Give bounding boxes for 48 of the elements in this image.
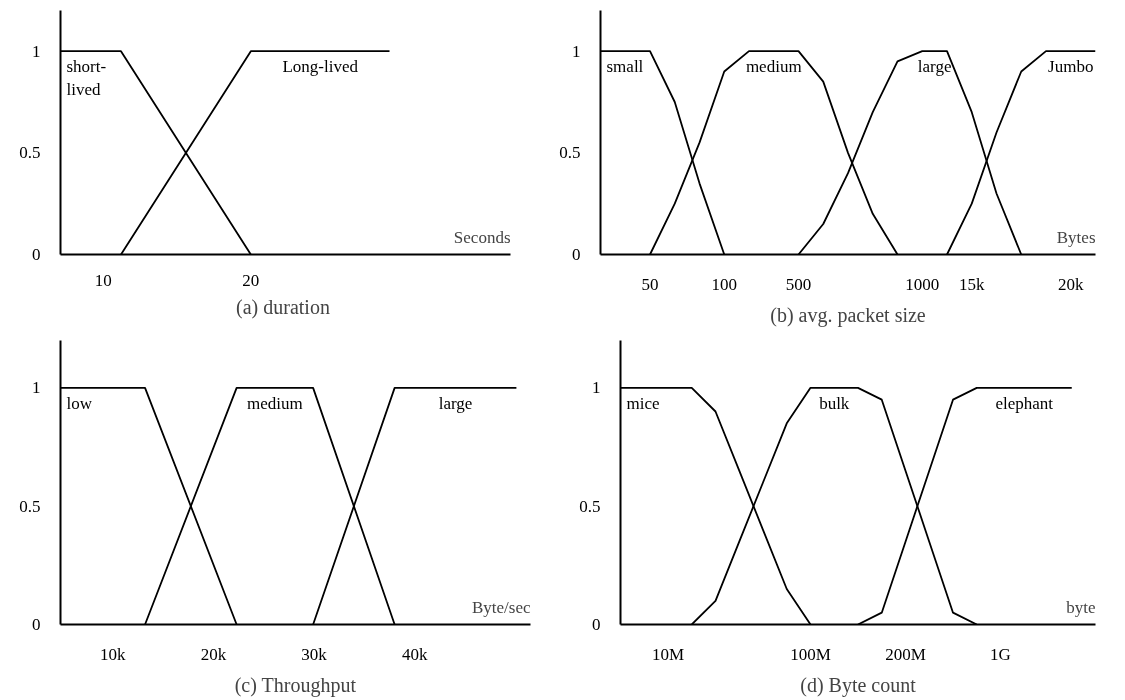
y-tick-label: 0 — [592, 615, 601, 634]
series-label: Long-lived — [282, 57, 359, 77]
x-tick-label: 40k — [402, 644, 429, 664]
series-label: large — [917, 57, 952, 77]
x-tick-label: 20k — [200, 644, 227, 664]
y-tick-label: 0.5 — [19, 496, 41, 516]
y-tick-label: 1 — [32, 378, 41, 398]
series-label: medium — [745, 57, 802, 77]
y-tick-label: 0.5 — [579, 496, 601, 516]
text: (a) duration — [236, 295, 330, 319]
series-label: low — [66, 393, 93, 413]
series-label: elephant — [995, 393, 1054, 413]
x-tick-label: 10M — [651, 644, 685, 664]
text: (c) Throughput — [234, 673, 357, 697]
y-tick-label: 0.5 — [19, 143, 41, 163]
x-axis-title: byte — [1066, 597, 1096, 617]
text: (b) avg. packet size — [770, 303, 926, 327]
y-tick-label: 0.5 — [559, 143, 581, 163]
x-axis-title: Byte/sec — [471, 597, 531, 617]
x-tick-label: 200M — [885, 644, 926, 664]
x-tick-label: 10 — [94, 270, 112, 290]
series-label: small — [606, 57, 644, 77]
y-tick-label: 0 — [572, 245, 581, 264]
y-tick-label: 1 — [572, 41, 581, 61]
x-tick-label: 1G — [990, 644, 1011, 664]
x-tick-label: 15k — [959, 274, 985, 294]
x-tick-label: 30k — [301, 644, 328, 664]
x-tick-label: 50 — [641, 274, 659, 294]
x-tick-label: 20k — [1058, 274, 1084, 294]
x-axis-title: Seconds — [453, 227, 511, 247]
y-tick-label: 1 — [32, 41, 41, 61]
x-tick-label: 500 — [785, 274, 812, 294]
series-label: Jumbo — [1048, 57, 1094, 77]
y-tick-label: 1 — [592, 378, 601, 398]
y-tick-label: 0 — [32, 245, 41, 264]
series-label: short-lived — [66, 57, 107, 99]
series-label: mice — [626, 393, 660, 413]
series-label: large — [438, 393, 473, 413]
x-axis-title: Bytes — [1056, 227, 1096, 247]
x-tick-label: 20 — [242, 270, 260, 290]
x-tick-label: 100 — [711, 274, 737, 294]
series-label: bulk — [819, 393, 850, 413]
x-tick-label: 10k — [100, 644, 127, 664]
series-label: medium — [247, 393, 303, 413]
y-tick-label: 0 — [32, 615, 41, 634]
text: (d) Byte count — [800, 673, 917, 697]
x-tick-label: 100M — [790, 644, 831, 664]
x-tick-label: 1000 — [905, 274, 940, 294]
